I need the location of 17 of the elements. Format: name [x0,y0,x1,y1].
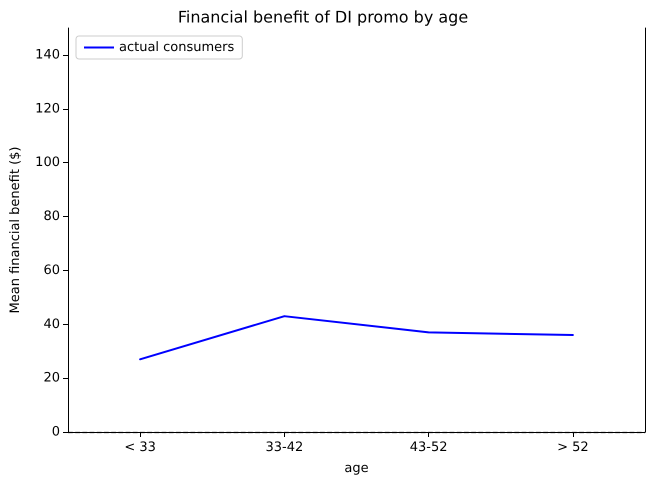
y-tick-label: 20 [43,370,60,386]
y-tick-label: 120 [35,101,60,116]
y-tick-label: 80 [43,209,60,224]
x-axis-title: age [344,461,369,476]
y-tick-label: 60 [43,262,60,278]
y-axis-title: Mean financial benefit ($) [8,146,23,314]
y-tick-label: 0 [52,424,60,440]
x-tick-label: < 33 [124,440,156,455]
x-tick-label: 43-52 [410,440,448,455]
y-tick-label: 140 [35,47,60,62]
legend-label: actual consumers [119,40,235,55]
y-tick-label: 40 [43,316,60,332]
x-tick-label: 33-42 [265,440,304,455]
chart-title: Financial benefit of DI promo by age [178,8,468,26]
line-series [139,315,574,360]
y-tick-label: 100 [35,155,60,170]
x-tick-label: > 52 [557,440,589,455]
